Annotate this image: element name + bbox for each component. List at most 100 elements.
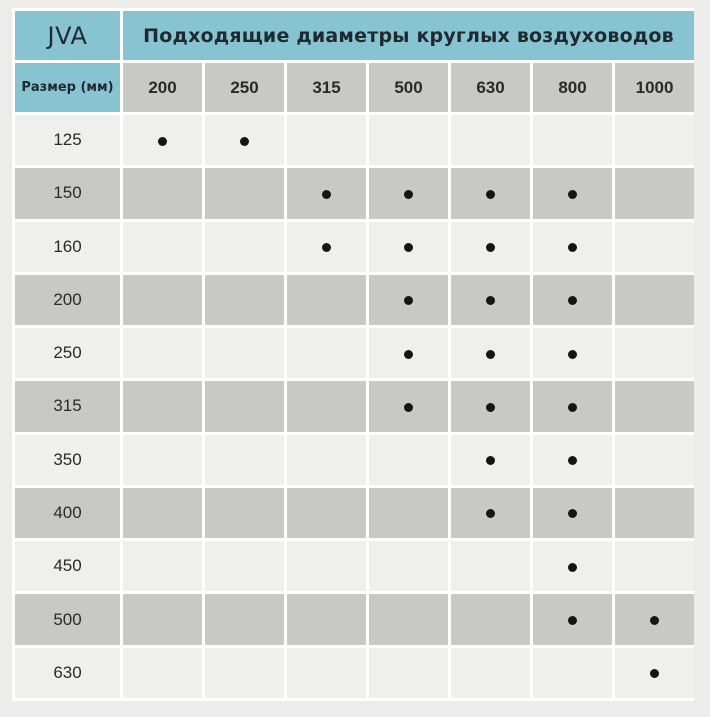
compatible-dot-icon <box>650 669 660 679</box>
compatibility-cell <box>533 115 612 166</box>
duct-compatibility-table: JVA Подходящие диаметры круглых воздухов… <box>12 8 697 701</box>
compatible-dot-icon <box>568 296 577 306</box>
size-cell: 350 <box>15 434 120 485</box>
compatibility-cell <box>123 168 202 219</box>
compatible-dot-icon <box>158 136 167 146</box>
compatibility-cell <box>369 381 448 432</box>
compatibility-cell <box>205 168 284 219</box>
size-cell: 500 <box>15 594 120 645</box>
compatibility-cell <box>615 381 695 432</box>
size-column-header: Размер (мм) <box>15 63 120 112</box>
compatibility-cell <box>123 487 202 539</box>
size-cell: 630 <box>15 647 120 698</box>
compatibility-cell <box>369 115 448 166</box>
compatibility-cell <box>615 274 695 326</box>
compatible-dot-icon <box>486 189 495 199</box>
compatibility-cell <box>533 647 612 698</box>
compatibility-cell <box>205 274 284 326</box>
compatibility-cell <box>615 594 695 645</box>
compatibility-cell <box>451 274 530 326</box>
table-row: 450 <box>15 541 695 592</box>
diameter-header-cell: 1000 <box>615 63 695 112</box>
table-title: Подходящие диаметры круглых воздуховодов <box>123 11 695 60</box>
compatibility-cell <box>451 434 530 485</box>
compatibility-cell <box>533 381 612 432</box>
compatibility-cell <box>205 541 284 592</box>
diameter-header-cell: 200 <box>123 63 202 112</box>
table-row: 150 <box>15 168 695 219</box>
compatibility-cell <box>451 221 530 272</box>
compatible-dot-icon <box>486 296 495 306</box>
size-cell: 160 <box>15 221 120 272</box>
diameter-header-row: Размер (мм) 200 250 315 500 630 800 1000 <box>15 63 695 112</box>
model-label: JVA <box>15 11 120 60</box>
compatibility-cell <box>451 594 530 645</box>
compatible-dot-icon <box>486 456 495 466</box>
compatible-dot-icon <box>240 136 249 146</box>
compatibility-cell <box>123 647 202 698</box>
table-row: 630 <box>15 647 695 698</box>
compatibility-cell <box>123 115 202 166</box>
compatibility-cell <box>205 647 284 698</box>
compatible-dot-icon <box>486 349 495 359</box>
compatibility-cell <box>287 221 366 272</box>
compatibility-cell <box>615 434 695 485</box>
size-cell: 315 <box>15 381 120 432</box>
compatible-dot-icon <box>322 189 331 199</box>
table-row: 400 <box>15 487 695 539</box>
size-cell: 250 <box>15 328 120 379</box>
compatibility-cell <box>123 274 202 326</box>
table-row: 250 <box>15 328 695 379</box>
compatibility-cell <box>287 274 366 326</box>
compatibility-cell <box>615 487 695 539</box>
compatible-dot-icon <box>322 243 331 253</box>
compatible-dot-icon <box>404 349 413 359</box>
compatible-dot-icon <box>486 243 495 253</box>
compatibility-cell <box>615 115 695 166</box>
compatibility-cell <box>451 647 530 698</box>
compatibility-cell <box>287 381 366 432</box>
compatibility-table-container: JVA Подходящие диаметры круглых воздухов… <box>12 8 697 701</box>
compatibility-cell <box>205 487 284 539</box>
compatibility-cell <box>369 647 448 698</box>
compatibility-cell <box>451 168 530 219</box>
compatibility-cell <box>123 541 202 592</box>
table-row: 500 <box>15 594 695 645</box>
compatibility-cell <box>369 328 448 379</box>
compatible-dot-icon <box>568 402 577 412</box>
size-cell: 150 <box>15 168 120 219</box>
compatible-dot-icon <box>568 562 577 572</box>
compatible-dot-icon <box>568 509 577 519</box>
diameter-header-cell: 630 <box>451 63 530 112</box>
compatible-dot-icon <box>568 616 577 626</box>
compatible-dot-icon <box>568 349 577 359</box>
compatibility-cell <box>533 434 612 485</box>
compatible-dot-icon <box>486 402 495 412</box>
compatibility-cell <box>533 168 612 219</box>
compatible-dot-icon <box>404 189 413 199</box>
compatibility-cell <box>533 221 612 272</box>
compatibility-cell <box>205 434 284 485</box>
compatibility-cell <box>123 434 202 485</box>
compatibility-cell <box>615 541 695 592</box>
compatibility-cell <box>451 328 530 379</box>
compatibility-cell <box>369 274 448 326</box>
table-body: 125 150 160 200 250 315 350 400 450 500 630 <box>15 115 695 698</box>
compatibility-cell <box>369 487 448 539</box>
compatibility-cell <box>533 487 612 539</box>
compatibility-cell <box>451 541 530 592</box>
compatibility-cell <box>533 594 612 645</box>
compatibility-cell <box>369 434 448 485</box>
compatible-dot-icon <box>486 509 495 519</box>
compatibility-cell <box>533 541 612 592</box>
diameter-header-cell: 800 <box>533 63 612 112</box>
compatibility-cell <box>123 594 202 645</box>
compatibility-cell <box>615 328 695 379</box>
compatibility-cell <box>287 594 366 645</box>
compatibility-cell <box>369 168 448 219</box>
compatibility-cell <box>205 381 284 432</box>
compatibility-cell <box>287 115 366 166</box>
table-row: 350 <box>15 434 695 485</box>
compatibility-cell <box>123 221 202 272</box>
compatibility-cell <box>123 381 202 432</box>
